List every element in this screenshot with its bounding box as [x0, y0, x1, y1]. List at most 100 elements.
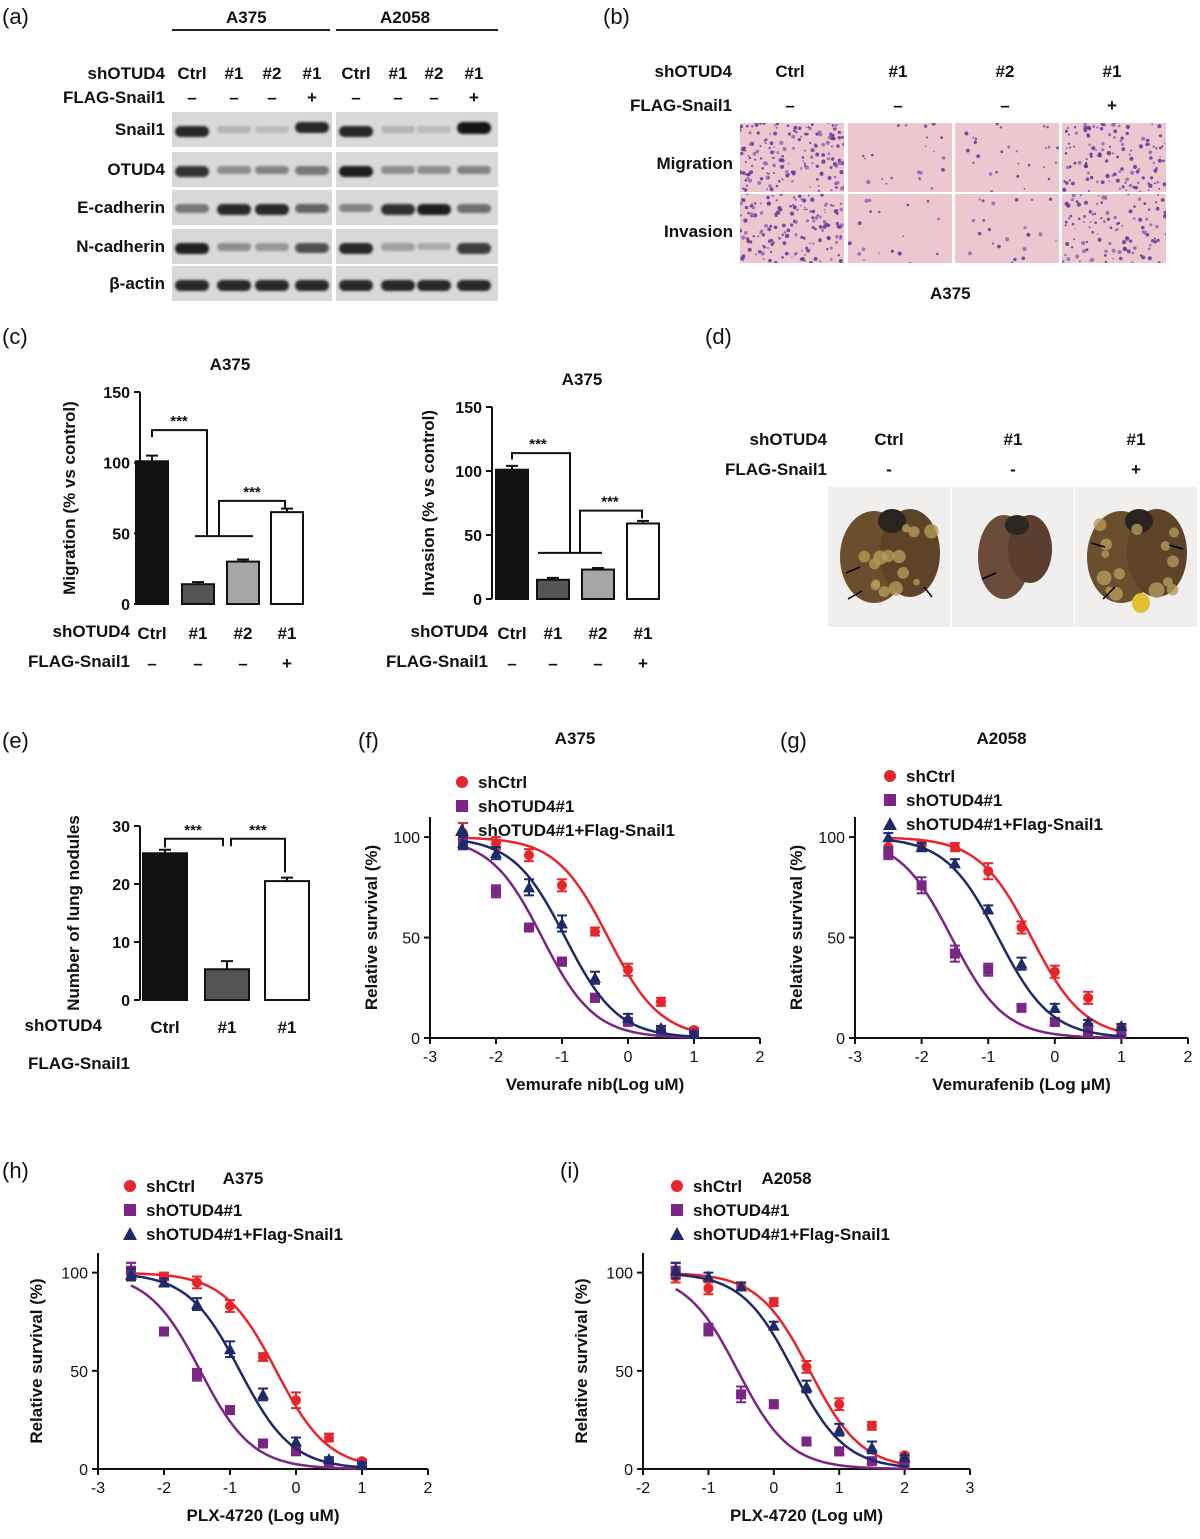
x-tick-label: 1: [1117, 1049, 1126, 1066]
cell: [803, 259, 806, 263]
cell: [1087, 171, 1090, 175]
category-label: #1: [544, 624, 563, 643]
cell: [759, 202, 762, 205]
cell: [827, 123, 830, 125]
cell: [826, 223, 831, 228]
cell: [747, 155, 750, 158]
cell: [1155, 146, 1158, 150]
cell: [1147, 247, 1151, 251]
data-point: [735, 1280, 748, 1292]
category-label: #1: [218, 1018, 237, 1037]
blot-band: [175, 126, 209, 138]
cell: [774, 261, 778, 263]
cell-line-a2058-rule: [336, 29, 498, 31]
cell: [1027, 163, 1031, 167]
cell: [1064, 129, 1069, 133]
cell: [1077, 160, 1082, 165]
sig-bracket: [579, 509, 643, 553]
cell: [1073, 238, 1076, 241]
x-tick-label: 0: [624, 1049, 633, 1066]
cell: [842, 186, 844, 188]
cell: [740, 229, 742, 233]
cell: [1085, 240, 1088, 244]
category-label: Ctrl: [150, 1018, 179, 1037]
x-tick-label: 2: [900, 1480, 909, 1497]
sig-bracket: [151, 429, 208, 537]
data-point: [125, 1268, 137, 1280]
cell: [773, 150, 776, 153]
cell: [1081, 241, 1086, 246]
data-point: [224, 1343, 236, 1355]
cell: [1100, 217, 1103, 220]
y-tick-label: 150: [455, 400, 482, 417]
nodule: [1096, 570, 1112, 586]
cell: [1065, 147, 1068, 150]
cell: [755, 149, 760, 154]
data-point: [290, 1435, 302, 1447]
blot-strip: [172, 229, 332, 264]
cell: [941, 168, 945, 172]
cell: [1128, 153, 1131, 156]
cell: [741, 171, 746, 175]
blot-label-0: Snail1: [114, 120, 165, 139]
nodule: [913, 578, 920, 586]
blot-band: [217, 243, 251, 252]
cell: [1108, 241, 1112, 246]
cell: [1071, 194, 1076, 198]
data-point: [590, 926, 600, 937]
cell: [1066, 165, 1070, 170]
blot-band: [175, 204, 209, 213]
data-point: [1115, 1019, 1128, 1031]
a2058-plx4720-curve: A2058 0 50 100 -2 -1 0 1 2 3 PLX-4720 (Log uM) Rela…: [572, 1169, 975, 1525]
flag-sign: –: [187, 88, 197, 107]
cell: [750, 212, 754, 216]
cell: [1117, 124, 1121, 128]
d-flag-snail1-label: FLAG-Snail1: [724, 460, 827, 479]
cell: [1137, 197, 1142, 201]
blot-band: [175, 280, 209, 292]
nodule: [897, 567, 910, 579]
cell: [973, 140, 977, 144]
category-label: #1: [189, 624, 208, 643]
cell: [816, 214, 819, 217]
cell: [1064, 152, 1068, 155]
cell: [1021, 256, 1025, 260]
cell: [818, 132, 823, 137]
x-tick-label: 1: [835, 1480, 844, 1497]
transwell-image: [955, 123, 1059, 192]
cell: [1094, 212, 1097, 215]
cell: [811, 226, 815, 229]
blot-band: [295, 280, 329, 292]
blot-band: [381, 126, 415, 133]
data-point: [834, 1399, 845, 1410]
cell: [987, 227, 991, 232]
cell: [1100, 201, 1103, 204]
cell: [790, 256, 793, 259]
cell: [1133, 165, 1137, 169]
nodule: [1131, 523, 1143, 535]
flag-sign: +: [282, 654, 292, 673]
nodule: [1160, 541, 1171, 551]
cell: [1138, 144, 1144, 149]
data-point: [1082, 1015, 1095, 1027]
data-point: [356, 1459, 368, 1471]
fit-curve: [462, 839, 698, 1038]
cell: [754, 123, 759, 127]
cell: [1087, 189, 1090, 192]
cell: [1048, 197, 1053, 201]
cell: [1064, 224, 1067, 227]
cell: [1118, 187, 1122, 190]
cell: [772, 241, 775, 244]
cell: [746, 184, 749, 187]
cell: [1064, 220, 1068, 224]
cell: [809, 141, 812, 144]
cell: [1095, 202, 1099, 206]
data-point: [703, 1324, 714, 1335]
cell: [814, 144, 818, 148]
category-label: #2: [589, 624, 608, 643]
cell: [745, 124, 749, 128]
cell: [1125, 124, 1130, 130]
cell: [752, 235, 755, 238]
c-shotud4-label-2: shOTUD4: [410, 622, 488, 641]
cell: [782, 146, 787, 152]
